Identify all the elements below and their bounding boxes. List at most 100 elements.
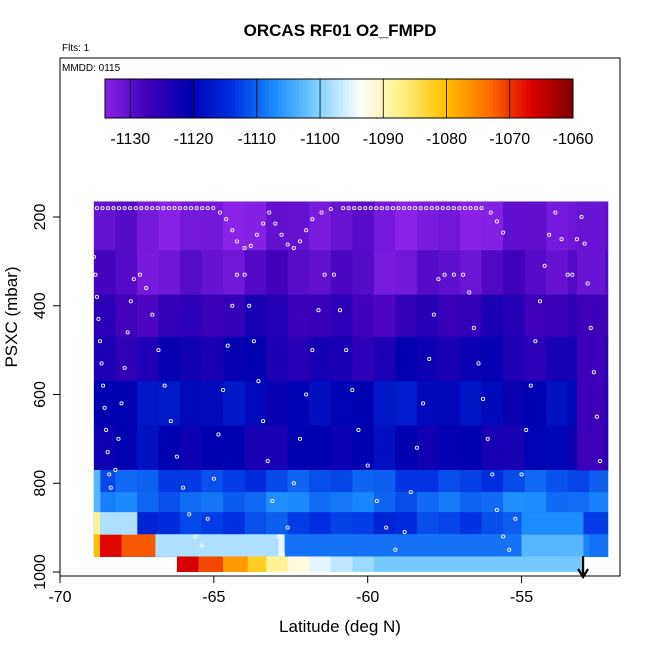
heatmap-cell (287, 294, 310, 338)
heatmap-cell (373, 492, 396, 513)
heatmap-cell (158, 294, 181, 338)
colorbar-swatch (215, 79, 220, 118)
heatmap-cell (604, 381, 609, 471)
colorbar-swatch (432, 79, 437, 118)
colorbar-swatch (328, 79, 333, 118)
track-point (574, 237, 579, 242)
heatmap-cell (460, 381, 483, 427)
heatmap-cell (155, 534, 279, 557)
colorbar-swatch (516, 79, 521, 118)
heatmap-cell (416, 250, 440, 296)
colorbar-swatch (121, 79, 126, 118)
track-point (113, 467, 118, 472)
track-point (559, 237, 564, 242)
heatmap-cell (115, 201, 138, 251)
track-point (144, 285, 149, 291)
heatmap-cell (115, 336, 138, 382)
track-point (390, 206, 395, 211)
heatmap-cell (373, 556, 584, 572)
track-point (594, 414, 599, 419)
colorbar-swatch (385, 79, 390, 118)
track-point (251, 339, 256, 344)
colorbar-swatch (399, 79, 404, 118)
colorbar-swatch (392, 79, 397, 118)
heatmap-cell (416, 381, 440, 427)
track-point (476, 361, 481, 366)
heatmap-cell (266, 381, 289, 427)
heatmap-cell (503, 336, 526, 382)
heatmap-cell (309, 250, 332, 296)
heatmap-cell (244, 381, 267, 427)
colorbar-swatch (512, 79, 517, 118)
colorbar-swatch (526, 79, 531, 118)
track-point (461, 272, 466, 277)
colorbar-swatch (135, 79, 139, 118)
colorbar-swatch (138, 79, 143, 118)
track-point (322, 272, 327, 277)
colorbar-swatch (155, 79, 159, 118)
heatmap-cell (460, 425, 483, 471)
track-point (374, 498, 379, 504)
heatmap-cell (287, 492, 310, 513)
track-point (429, 206, 434, 211)
heatmap-cell (352, 492, 375, 513)
track-point (341, 206, 346, 211)
track-point (304, 392, 309, 397)
colorbar-swatch (546, 79, 551, 118)
track-point (513, 516, 518, 521)
heatmap-cell (330, 336, 353, 382)
track-point (519, 472, 524, 477)
heatmap-cell (93, 294, 116, 338)
colorbar-swatch (365, 79, 370, 118)
track-point (402, 530, 407, 535)
track-point (189, 206, 194, 211)
track-point (156, 348, 161, 353)
heatmap-cell (93, 201, 116, 251)
heatmap-cell (244, 336, 267, 382)
heatmap-cell (352, 556, 375, 572)
y-tick-label: 1000 (32, 554, 49, 590)
track-point (166, 206, 171, 211)
heatmap-cell (352, 250, 375, 296)
x-axis-label: Latitude (deg N) (279, 617, 401, 636)
heatmap-cell (158, 492, 181, 513)
heatmap-cell (158, 336, 181, 382)
track-point (440, 206, 445, 211)
x-axis: -70 -65 -60 -55 (48, 576, 533, 606)
track-point (424, 206, 429, 211)
track-point (337, 308, 343, 313)
track-point (451, 206, 456, 211)
track-point (328, 206, 333, 212)
heatmap-cell (121, 534, 156, 557)
colorbar-swatch (529, 79, 534, 118)
heatmap-cell (546, 469, 569, 493)
colorbar-swatch (151, 79, 156, 118)
colorbar-swatch (559, 79, 564, 118)
track-point (401, 206, 407, 211)
heatmap-cell (352, 512, 375, 535)
track-point (193, 534, 198, 539)
colorbar-swatch (235, 79, 240, 118)
track-point (565, 272, 570, 277)
heatmap-cell (93, 250, 116, 296)
heatmap-cell (352, 294, 375, 338)
track-point (579, 214, 584, 220)
heatmap-cell (460, 336, 483, 382)
track-point (285, 525, 290, 530)
track-point (537, 299, 543, 304)
colorbar-swatch (519, 79, 524, 118)
heatmap-cell (481, 425, 504, 471)
heatmap-cell (460, 512, 483, 535)
colorbar-swatch (148, 79, 153, 118)
track-point (265, 459, 270, 464)
heatmap-cell (309, 381, 332, 427)
colorbar-swatch (255, 79, 260, 118)
colorbar-swatch (412, 79, 417, 118)
chart-title: ORCAS RF01 O2_FMPD (244, 21, 437, 40)
colorbar-tick-label: -1120 (174, 131, 214, 148)
heatmap-cell (589, 469, 609, 493)
colorbar-swatch (389, 79, 393, 118)
track-point (199, 543, 204, 548)
colorbar-swatch (409, 79, 414, 118)
track-point (261, 221, 266, 226)
